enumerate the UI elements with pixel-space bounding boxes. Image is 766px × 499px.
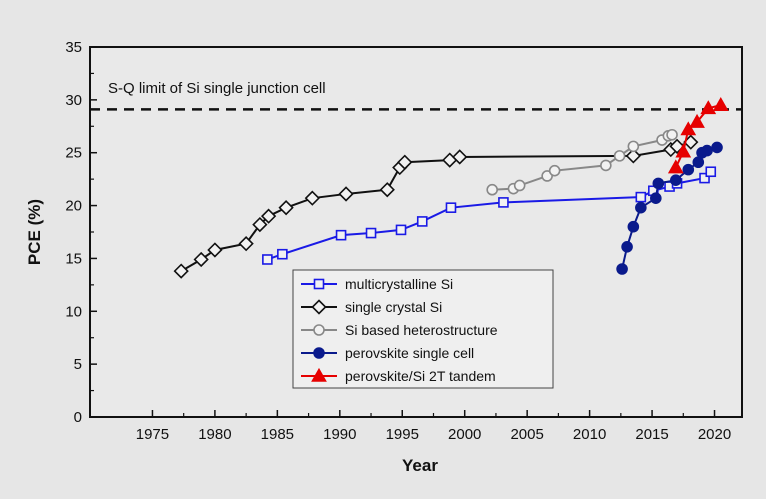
data-point (699, 172, 710, 184)
data-point (513, 179, 526, 192)
data-point (395, 224, 407, 236)
data-point (652, 177, 665, 190)
data-point (278, 200, 294, 216)
data-point (335, 229, 347, 241)
x-tick-label: 2000 (448, 426, 481, 443)
x-tick-label: 2015 (635, 426, 668, 443)
data-point (397, 154, 413, 170)
data-point (452, 149, 468, 165)
data-point (277, 248, 288, 260)
legend-label: Si based heterostructure (345, 322, 498, 338)
y-tick-label: 10 (65, 303, 82, 320)
x-tick-label: 1980 (198, 426, 231, 443)
data-point (613, 150, 626, 162)
y-tick-label: 25 (65, 145, 82, 162)
data-point (260, 208, 277, 224)
data-point (627, 140, 640, 153)
legend-marker (313, 347, 325, 359)
x-tick-label: 1975 (136, 426, 169, 443)
y-axis-label: PCE (%) (25, 199, 44, 265)
legend-label: multicrystalline Si (345, 276, 453, 292)
data-point (445, 202, 457, 213)
data-point (701, 144, 713, 157)
series-4 (667, 97, 729, 174)
x-axis-label: Year (402, 456, 438, 475)
legend-label: single crystal Si (345, 299, 442, 315)
data-point (365, 227, 377, 239)
series-2 (486, 128, 678, 196)
data-point (650, 192, 662, 204)
data-point (616, 263, 628, 275)
data-point (548, 164, 561, 177)
series-1 (173, 134, 699, 279)
data-point (207, 242, 223, 258)
x-tick-label: 2005 (510, 426, 543, 443)
data-point (621, 241, 633, 253)
data-point (416, 216, 428, 227)
legend-marker (313, 278, 325, 290)
data-point (173, 263, 189, 279)
y-tick-label: 0 (74, 409, 82, 426)
data-point (486, 183, 498, 196)
y-tick-label: 35 (65, 39, 82, 56)
data-point (600, 159, 612, 172)
legend: multicrystalline Si single crystal Si Si b… (292, 269, 554, 389)
x-tick-label: 2010 (573, 426, 606, 443)
data-point (635, 191, 647, 203)
data-point (692, 156, 705, 169)
series-3 (616, 141, 723, 275)
data-point (498, 197, 509, 208)
legend-label: perovskite/Si 2T tandem (345, 368, 496, 384)
legend-label: perovskite single cell (345, 345, 474, 361)
data-point (304, 190, 320, 206)
data-point (682, 163, 695, 176)
data-point (252, 216, 268, 233)
data-point (711, 141, 723, 154)
data-point (238, 235, 254, 252)
data-point (689, 113, 705, 128)
x-tick-label: 1985 (261, 426, 294, 443)
data-point (193, 251, 209, 268)
data-point (635, 201, 647, 214)
data-point (705, 166, 717, 178)
legend-marker (311, 367, 327, 382)
sq-limit-annotation: S-Q limit of Si single junction cell (108, 80, 326, 97)
y-tick-label: 15 (65, 250, 82, 267)
y-tick-label: 5 (74, 356, 82, 373)
data-point (675, 143, 692, 158)
y-tick-label: 30 (65, 92, 82, 109)
data-point (700, 100, 717, 115)
legend-marker (311, 299, 327, 315)
data-point (667, 159, 684, 174)
data-point (338, 186, 354, 202)
data-point (680, 121, 697, 136)
x-tick-label: 2020 (698, 426, 731, 443)
x-tick-label: 1995 (386, 426, 419, 443)
data-point (625, 148, 641, 164)
data-point (712, 97, 729, 111)
data-point (627, 220, 640, 233)
y-tick-label: 20 (65, 198, 82, 215)
data-point (670, 174, 682, 186)
legend-marker (313, 324, 325, 336)
data-point (379, 182, 395, 198)
data-point (666, 128, 678, 141)
x-tick-label: 1990 (323, 426, 356, 443)
data-point (262, 254, 273, 265)
